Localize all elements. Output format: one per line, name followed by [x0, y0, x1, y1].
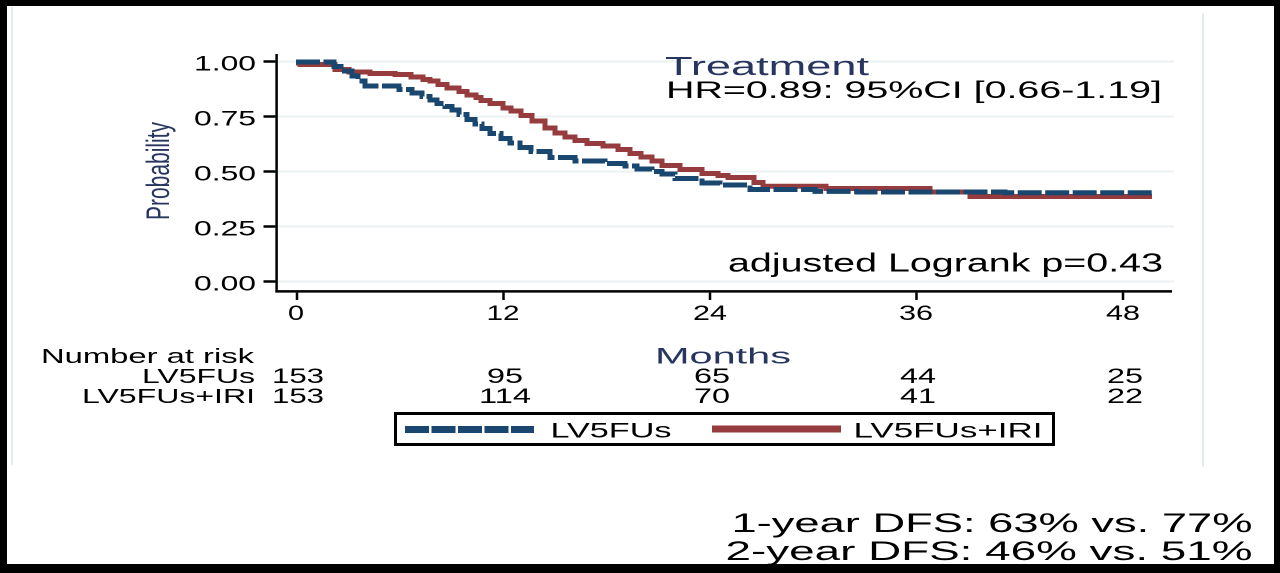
svg-text:2-year DFS: 46% vs. 51%: 2-year DFS: 46% vs. 51%	[726, 536, 1253, 566]
svg-text:LV5FUs: LV5FUs	[142, 366, 255, 388]
svg-text:70: 70	[694, 385, 730, 408]
svg-text:Treatment: Treatment	[665, 53, 869, 81]
svg-text:1.00: 1.00	[194, 53, 256, 76]
svg-text:41: 41	[900, 385, 936, 408]
svg-text:0.25: 0.25	[194, 218, 256, 241]
svg-text:95: 95	[487, 365, 523, 388]
svg-text:LV5FUs+IRI: LV5FUs+IRI	[82, 386, 255, 408]
svg-text:48: 48	[1106, 302, 1140, 325]
svg-text:12: 12	[487, 302, 520, 325]
svg-text:153: 153	[272, 365, 324, 388]
svg-text:65: 65	[694, 365, 730, 388]
svg-text:HR=0.89: 95%CI [0.66-1.19]: HR=0.89: 95%CI [0.66-1.19]	[666, 77, 1162, 104]
svg-text:22: 22	[1107, 385, 1143, 408]
svg-text:0.50: 0.50	[194, 163, 256, 186]
svg-text:LV5FUs: LV5FUs	[551, 420, 672, 443]
svg-text:153: 153	[272, 385, 324, 408]
svg-text:Probability: Probability	[139, 122, 176, 220]
svg-text:1-year DFS: 63% vs. 77%: 1-year DFS: 63% vs. 77%	[732, 508, 1253, 538]
svg-text:0: 0	[288, 302, 304, 325]
svg-text:24: 24	[693, 302, 727, 325]
svg-text:adjusted Logrank p=0.43: adjusted Logrank p=0.43	[728, 248, 1163, 278]
svg-text:LV5FUs+IRI: LV5FUs+IRI	[854, 420, 1043, 443]
svg-text:44: 44	[900, 365, 936, 388]
svg-text:25: 25	[1107, 365, 1143, 388]
svg-text:0.75: 0.75	[194, 108, 256, 131]
svg-text:Months: Months	[655, 344, 791, 369]
svg-text:36: 36	[899, 302, 933, 325]
svg-text:0.00: 0.00	[194, 273, 256, 296]
svg-text:Number at risk: Number at risk	[41, 346, 256, 368]
svg-text:114: 114	[479, 385, 531, 408]
